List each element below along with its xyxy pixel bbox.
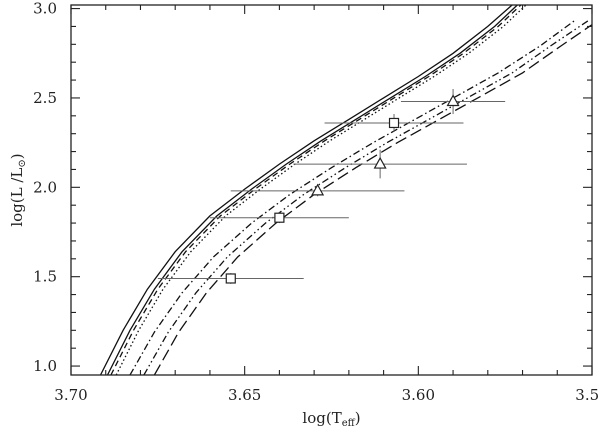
star-point-1 bbox=[157, 273, 304, 284]
x-tick-label: 3.60 bbox=[402, 386, 435, 404]
y-tick-label: 1.0 bbox=[33, 357, 57, 375]
y-tick-label: 3.0 bbox=[33, 0, 57, 18]
triangle-marker bbox=[446, 94, 460, 107]
x-tick-label: 3.65 bbox=[228, 386, 261, 404]
observed-stars bbox=[157, 89, 506, 284]
star-point-4 bbox=[230, 183, 405, 197]
plot-frame bbox=[70, 4, 593, 376]
x-axis-label: log(Teff) bbox=[302, 409, 360, 429]
triangle-marker bbox=[311, 183, 325, 196]
star-point-3 bbox=[324, 114, 464, 132]
square-marker bbox=[225, 273, 236, 284]
isochrone-line-2 bbox=[106, 5, 518, 375]
x-tick-label: 3.70 bbox=[54, 386, 87, 404]
star-point-6 bbox=[400, 89, 506, 115]
y-tick-label: 2.0 bbox=[33, 178, 57, 196]
star-point-5 bbox=[293, 149, 467, 179]
y-axis-label-subscript: ⊙ bbox=[17, 159, 28, 167]
square-marker bbox=[274, 212, 285, 223]
square-marker bbox=[388, 117, 400, 129]
isochrone-line-6 bbox=[143, 18, 591, 375]
isochrone-line-1 bbox=[99, 5, 513, 375]
star-point-2 bbox=[209, 212, 349, 224]
axis-ticks: 3.70 3.65 3.60 3.55 1.0 1.5 2.0 2.5 3.0 bbox=[33, 0, 600, 404]
x-tick-label: 3.55 bbox=[575, 386, 600, 404]
y-axis-label: log(L /L⊙) bbox=[8, 153, 28, 226]
triangle-marker bbox=[373, 156, 387, 169]
isochrone-line-5 bbox=[129, 18, 577, 375]
isochrone-line-7 bbox=[153, 24, 592, 375]
y-tick-label: 2.5 bbox=[33, 89, 57, 107]
x-axis-label-subscript: eff bbox=[342, 418, 356, 429]
y-tick-label: 1.5 bbox=[33, 268, 57, 286]
isochrone-curves bbox=[99, 5, 592, 375]
isochrone-line-3 bbox=[110, 5, 522, 375]
isochrone-line-4 bbox=[115, 5, 527, 375]
